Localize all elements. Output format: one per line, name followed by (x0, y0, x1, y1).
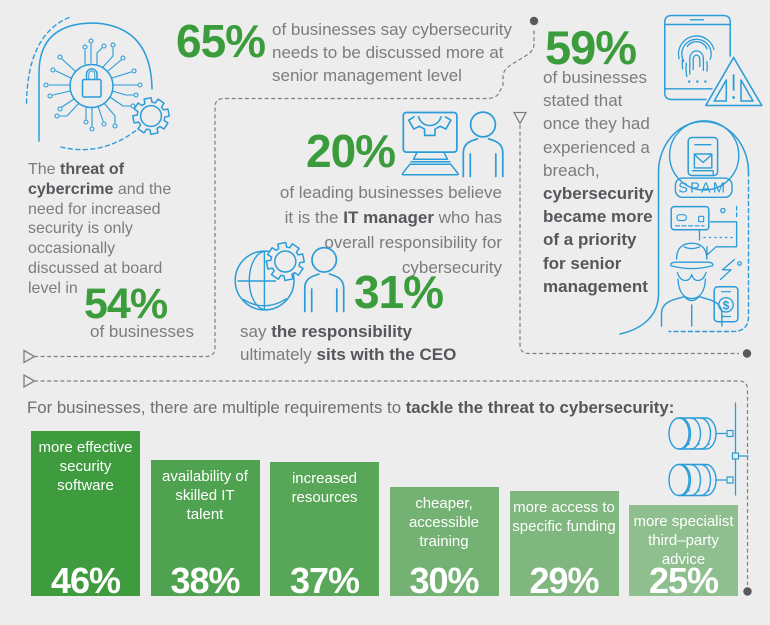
svg-text:$: $ (723, 298, 730, 312)
svg-text:SPAM: SPAM (678, 181, 727, 197)
